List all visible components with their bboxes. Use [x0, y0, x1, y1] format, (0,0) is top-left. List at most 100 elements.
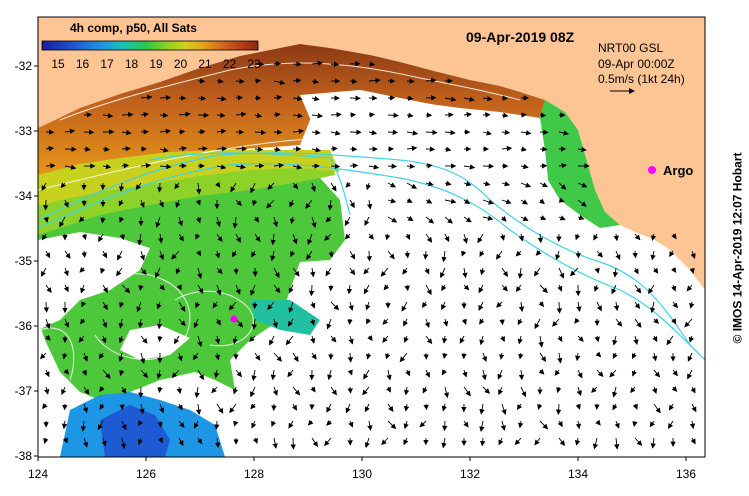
- current-vector: [425, 369, 430, 378]
- current-vector: [330, 182, 337, 192]
- argo-marker: Argo: [648, 163, 693, 178]
- current-vector: [650, 250, 656, 261]
- current-vector: [174, 335, 180, 345]
- current-vector: [63, 284, 69, 293]
- current-vector: [479, 267, 486, 276]
- current-vector: [593, 233, 599, 241]
- current-vector: [668, 403, 675, 411]
- current-vector: [292, 128, 305, 135]
- current-vector: [406, 145, 418, 152]
- current-vector: [368, 233, 374, 240]
- current-vector: [178, 437, 184, 446]
- current-vector: [652, 352, 658, 362]
- current-vector: [119, 301, 125, 308]
- current-vector: [403, 335, 409, 343]
- current-vector: [479, 318, 485, 325]
- current-vector: [482, 386, 491, 394]
- current-vector: [345, 403, 351, 414]
- current-vector: [285, 335, 294, 346]
- y-tick-label: -36: [15, 319, 33, 333]
- current-vector: [501, 403, 507, 416]
- current-vector: [534, 318, 541, 330]
- current-vector: [387, 250, 395, 260]
- current-vector: [212, 301, 218, 309]
- current-vector: [118, 352, 124, 363]
- current-vector: [387, 420, 397, 430]
- current-vector: [501, 181, 511, 187]
- current-vector: [100, 267, 106, 274]
- current-vector: [518, 301, 525, 313]
- current-vector: [520, 146, 527, 152]
- land-mass: [38, 17, 705, 290]
- vector-legend: NRT00 GSL 09-Apr 00:00Z 0.5m/s (1kt 24h): [598, 41, 685, 94]
- credit-text-container: © IMOS 14-Apr-2019 12:07 Hobart: [725, 0, 749, 496]
- current-vector: [594, 335, 600, 343]
- current-vector: [669, 250, 675, 258]
- current-vector: [441, 369, 447, 376]
- current-vector: [613, 301, 620, 312]
- current-vector: [45, 335, 51, 341]
- current-vector: [402, 267, 408, 275]
- current-vector: [291, 403, 297, 411]
- current-vector: [574, 317, 580, 324]
- current-vector: [251, 369, 257, 381]
- current-vector: [287, 369, 294, 378]
- current-vector: [653, 403, 661, 414]
- current-vector: [139, 403, 145, 415]
- current-vector: [327, 369, 333, 381]
- current-vector: [118, 182, 125, 192]
- current-vector: [272, 216, 279, 228]
- current-vector: [139, 250, 146, 261]
- current-vector: [140, 267, 147, 276]
- current-vector: [517, 420, 524, 429]
- current-vector: [479, 420, 485, 432]
- colorbar-tick-label: 15: [51, 57, 65, 71]
- current-vector: [425, 181, 434, 187]
- current-vector: [197, 95, 207, 101]
- current-vector: [311, 112, 324, 119]
- current-vector: [461, 318, 467, 325]
- current-vector: [328, 250, 334, 258]
- current-vector: [368, 164, 380, 170]
- current-vector: [159, 163, 172, 170]
- current-vector: [137, 437, 143, 446]
- current-vector: [100, 216, 106, 224]
- current-vector: [78, 216, 85, 223]
- current-vector: [61, 420, 68, 430]
- current-vector: [558, 182, 567, 190]
- current-vector: [348, 335, 354, 345]
- current-vector: [254, 146, 264, 152]
- current-vector: [345, 181, 352, 188]
- current-vector: [689, 267, 695, 274]
- current-vector: [364, 216, 370, 227]
- current-vector: [197, 145, 208, 152]
- current-vector: [652, 267, 659, 274]
- current-vector: [121, 284, 131, 294]
- current-vector: [292, 112, 303, 119]
- current-vector: [116, 267, 123, 277]
- current-vector: [290, 250, 296, 258]
- current-vector: [574, 437, 581, 446]
- current-vector: [382, 318, 389, 325]
- current-vector: [83, 386, 90, 395]
- bathymetry-lines: [38, 152, 705, 361]
- current-vector: [478, 301, 484, 311]
- plot-frame: [37, 16, 706, 458]
- current-vector: [62, 437, 68, 444]
- current-vector: [158, 233, 164, 244]
- current-vector: [273, 267, 280, 279]
- current-vector: [442, 352, 448, 359]
- current-vector: [44, 369, 50, 378]
- current-vector: [305, 199, 313, 209]
- current-vector: [195, 199, 201, 206]
- current-vector: [671, 267, 677, 274]
- current-vector: [102, 112, 114, 119]
- current-vector: [273, 146, 281, 152]
- current-vector: [117, 250, 123, 261]
- current-vector: [139, 199, 145, 209]
- current-vector: [118, 199, 124, 207]
- current-vector: [42, 403, 48, 410]
- current-vector: [615, 318, 623, 327]
- current-vector: [364, 403, 370, 413]
- current-vector: [102, 301, 108, 311]
